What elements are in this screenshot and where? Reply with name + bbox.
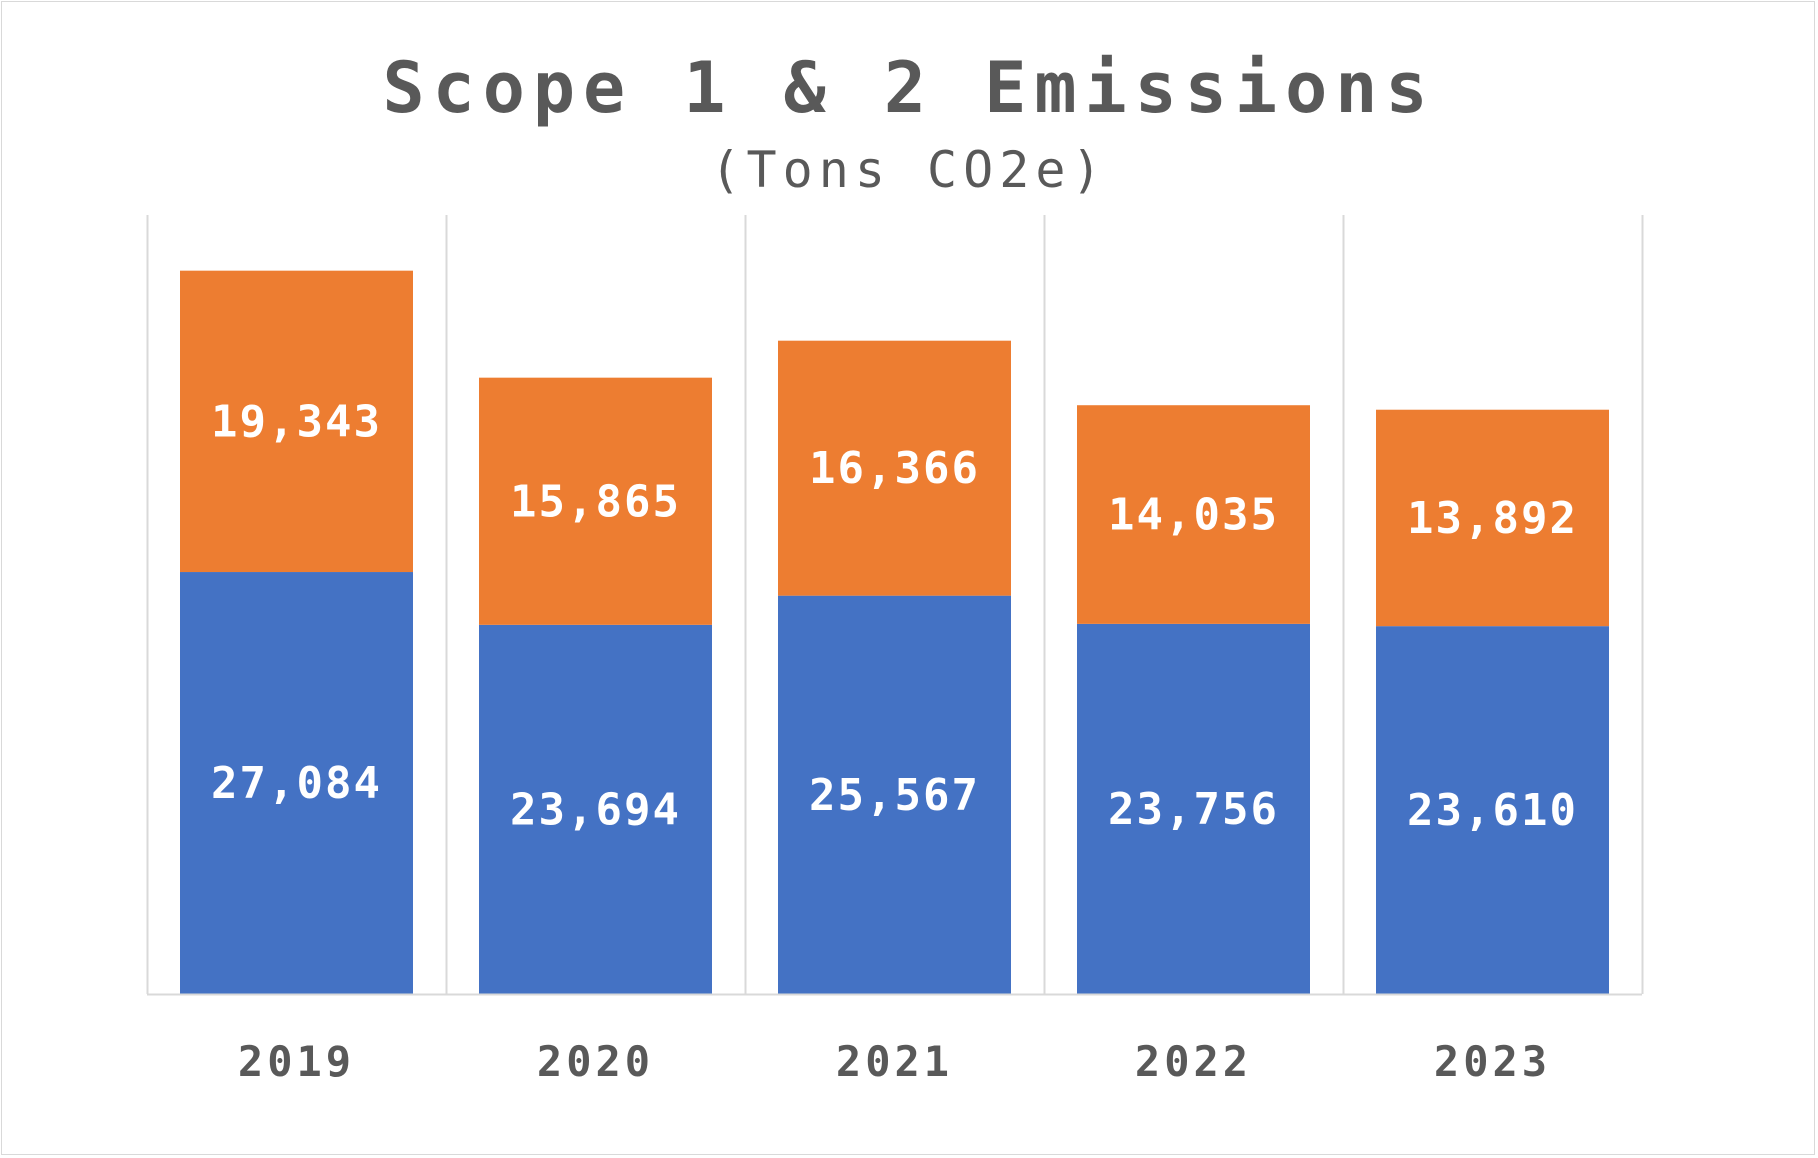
data-label-2019-series-1: 27,084: [211, 758, 382, 809]
bar-2021-series-2: [778, 340, 1011, 596]
bar-2020-series-2: [479, 377, 712, 625]
data-label-2020-series-1: 23,694: [510, 784, 681, 835]
data-label-2023-series-1: 23,610: [1407, 785, 1578, 836]
x-tick-label-2020: 2020: [537, 1037, 654, 1086]
bar-2023-series-1: [1376, 626, 1609, 994]
bar-2019-series-1: [180, 572, 413, 994]
data-label-2019-series-2: 19,343: [211, 396, 382, 447]
bar-2020-series-1: [479, 624, 712, 994]
chart-subtitle: (Tons CO2e): [710, 141, 1108, 199]
bar-2023-series-2: [1376, 409, 1609, 627]
bar-2021-series-1: [778, 595, 1011, 994]
x-tick-label-2022: 2022: [1135, 1037, 1252, 1086]
x-tick-label-2023: 2023: [1434, 1037, 1551, 1086]
data-label-2022-series-1: 23,756: [1108, 784, 1279, 835]
x-tick-label-2019: 2019: [238, 1037, 355, 1086]
bar-2019-series-2: [180, 270, 413, 573]
bar-2022-series-1: [1077, 623, 1310, 994]
data-label-2021-series-2: 16,366: [809, 443, 980, 494]
data-label-2023-series-2: 13,892: [1407, 493, 1578, 544]
data-label-2021-series-1: 25,567: [809, 770, 980, 821]
x-tick-label-2021: 2021: [836, 1037, 953, 1086]
chart-title: Scope 1 & 2 Emissions: [382, 47, 1436, 129]
data-label-2020-series-2: 15,865: [510, 476, 681, 527]
data-label-2022-series-2: 14,035: [1108, 490, 1279, 541]
bar-2022-series-2: [1077, 405, 1310, 624]
